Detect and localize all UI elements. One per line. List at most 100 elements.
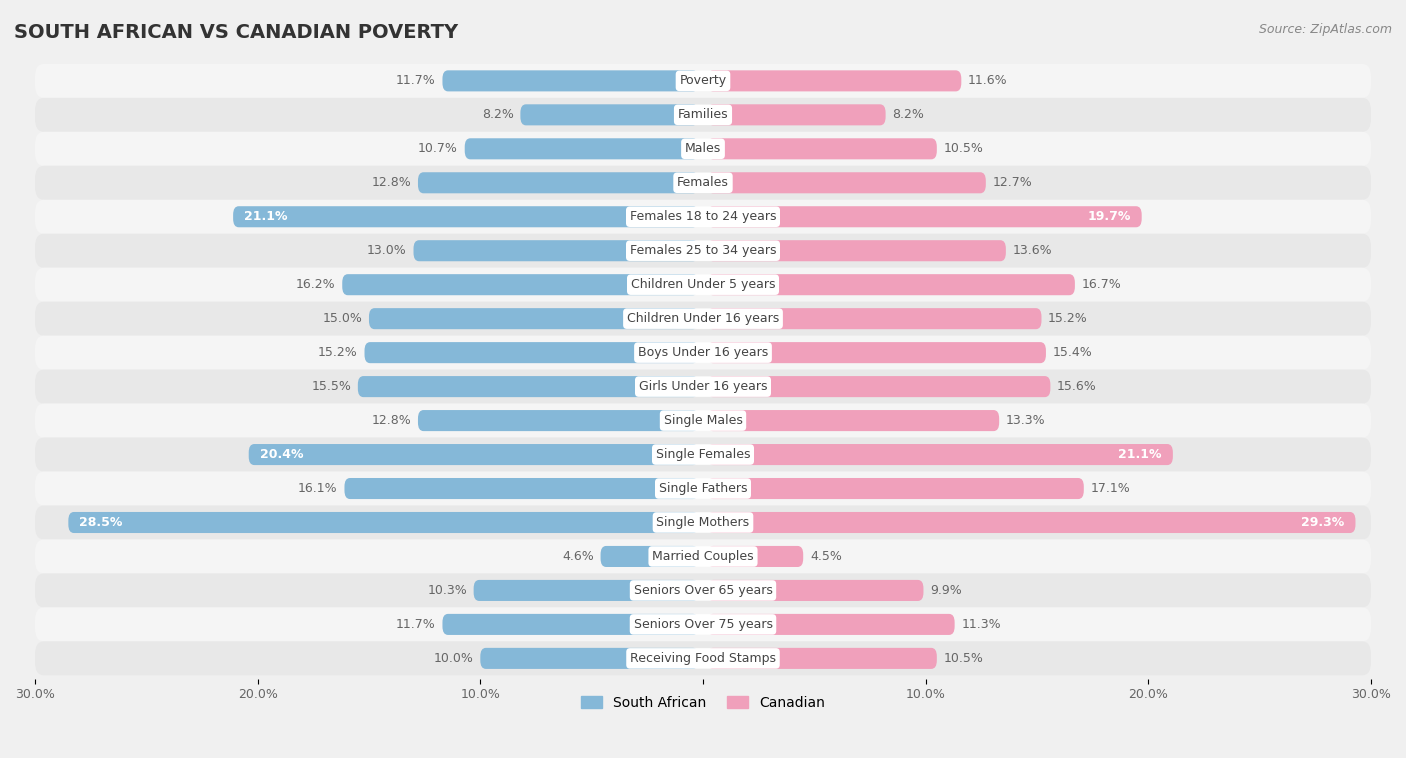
FancyBboxPatch shape <box>35 471 1371 506</box>
FancyBboxPatch shape <box>35 540 1371 574</box>
FancyBboxPatch shape <box>707 376 1050 397</box>
FancyBboxPatch shape <box>707 580 924 601</box>
FancyBboxPatch shape <box>707 105 886 125</box>
FancyBboxPatch shape <box>35 268 1371 302</box>
FancyBboxPatch shape <box>35 132 1371 166</box>
FancyBboxPatch shape <box>707 138 936 159</box>
FancyBboxPatch shape <box>707 478 1084 499</box>
Text: 21.1%: 21.1% <box>1118 448 1161 461</box>
FancyBboxPatch shape <box>359 376 699 397</box>
Text: 10.0%: 10.0% <box>434 652 474 665</box>
FancyBboxPatch shape <box>35 64 1371 98</box>
Text: 12.8%: 12.8% <box>371 414 412 427</box>
Text: Females: Females <box>678 177 728 190</box>
Text: 13.6%: 13.6% <box>1012 244 1052 257</box>
FancyBboxPatch shape <box>443 614 699 635</box>
Text: Single Males: Single Males <box>664 414 742 427</box>
FancyBboxPatch shape <box>707 410 1000 431</box>
Text: SOUTH AFRICAN VS CANADIAN POVERTY: SOUTH AFRICAN VS CANADIAN POVERTY <box>14 23 458 42</box>
Text: Boys Under 16 years: Boys Under 16 years <box>638 346 768 359</box>
Text: Single Fathers: Single Fathers <box>659 482 747 495</box>
Text: 16.1%: 16.1% <box>298 482 337 495</box>
Text: 11.7%: 11.7% <box>396 74 436 87</box>
FancyBboxPatch shape <box>368 309 699 329</box>
Text: Males: Males <box>685 143 721 155</box>
Text: 10.5%: 10.5% <box>943 652 983 665</box>
FancyBboxPatch shape <box>418 410 699 431</box>
FancyBboxPatch shape <box>69 512 699 533</box>
FancyBboxPatch shape <box>481 648 699 669</box>
Text: 17.1%: 17.1% <box>1091 482 1130 495</box>
Text: 16.2%: 16.2% <box>295 278 336 291</box>
FancyBboxPatch shape <box>465 138 699 159</box>
FancyBboxPatch shape <box>344 478 699 499</box>
Text: 15.2%: 15.2% <box>318 346 359 359</box>
Text: Families: Families <box>678 108 728 121</box>
FancyBboxPatch shape <box>707 546 803 567</box>
FancyBboxPatch shape <box>35 166 1371 200</box>
FancyBboxPatch shape <box>35 302 1371 336</box>
Text: 8.2%: 8.2% <box>482 108 513 121</box>
Text: Receiving Food Stamps: Receiving Food Stamps <box>630 652 776 665</box>
Text: Seniors Over 65 years: Seniors Over 65 years <box>634 584 772 597</box>
Text: 12.8%: 12.8% <box>371 177 412 190</box>
FancyBboxPatch shape <box>707 309 1042 329</box>
FancyBboxPatch shape <box>35 437 1371 471</box>
FancyBboxPatch shape <box>707 512 1355 533</box>
FancyBboxPatch shape <box>364 342 699 363</box>
Text: 20.4%: 20.4% <box>260 448 304 461</box>
Text: Married Couples: Married Couples <box>652 550 754 563</box>
FancyBboxPatch shape <box>35 336 1371 370</box>
Text: 15.5%: 15.5% <box>311 380 352 393</box>
Text: Females 18 to 24 years: Females 18 to 24 years <box>630 210 776 224</box>
Text: 10.5%: 10.5% <box>943 143 983 155</box>
FancyBboxPatch shape <box>707 70 962 92</box>
Text: Children Under 5 years: Children Under 5 years <box>631 278 775 291</box>
Text: Single Females: Single Females <box>655 448 751 461</box>
Text: 11.7%: 11.7% <box>396 618 436 631</box>
Text: 21.1%: 21.1% <box>245 210 288 224</box>
FancyBboxPatch shape <box>342 274 699 295</box>
FancyBboxPatch shape <box>707 342 1046 363</box>
FancyBboxPatch shape <box>707 648 936 669</box>
Text: 13.0%: 13.0% <box>367 244 406 257</box>
FancyBboxPatch shape <box>707 274 1076 295</box>
FancyBboxPatch shape <box>474 580 699 601</box>
Text: 9.9%: 9.9% <box>931 584 962 597</box>
FancyBboxPatch shape <box>600 546 699 567</box>
FancyBboxPatch shape <box>707 172 986 193</box>
Text: 4.5%: 4.5% <box>810 550 842 563</box>
Text: 15.6%: 15.6% <box>1057 380 1097 393</box>
FancyBboxPatch shape <box>35 403 1371 437</box>
Text: 28.5%: 28.5% <box>80 516 122 529</box>
FancyBboxPatch shape <box>35 506 1371 540</box>
FancyBboxPatch shape <box>35 200 1371 233</box>
FancyBboxPatch shape <box>443 70 699 92</box>
Text: 19.7%: 19.7% <box>1087 210 1130 224</box>
FancyBboxPatch shape <box>707 614 955 635</box>
Text: 10.7%: 10.7% <box>418 143 458 155</box>
Text: 16.7%: 16.7% <box>1081 278 1122 291</box>
Text: 15.4%: 15.4% <box>1053 346 1092 359</box>
FancyBboxPatch shape <box>249 444 699 465</box>
FancyBboxPatch shape <box>707 206 1142 227</box>
FancyBboxPatch shape <box>35 98 1371 132</box>
FancyBboxPatch shape <box>35 574 1371 607</box>
Text: Seniors Over 75 years: Seniors Over 75 years <box>634 618 772 631</box>
FancyBboxPatch shape <box>35 641 1371 675</box>
FancyBboxPatch shape <box>35 370 1371 403</box>
Text: Source: ZipAtlas.com: Source: ZipAtlas.com <box>1258 23 1392 36</box>
Text: 11.6%: 11.6% <box>967 74 1008 87</box>
Text: 11.3%: 11.3% <box>962 618 1001 631</box>
Text: 15.2%: 15.2% <box>1047 312 1088 325</box>
Text: Females 25 to 34 years: Females 25 to 34 years <box>630 244 776 257</box>
FancyBboxPatch shape <box>35 607 1371 641</box>
Text: 8.2%: 8.2% <box>893 108 924 121</box>
Legend: South African, Canadian: South African, Canadian <box>575 690 831 715</box>
FancyBboxPatch shape <box>413 240 699 262</box>
Text: 12.7%: 12.7% <box>993 177 1032 190</box>
FancyBboxPatch shape <box>418 172 699 193</box>
FancyBboxPatch shape <box>233 206 699 227</box>
Text: Single Mothers: Single Mothers <box>657 516 749 529</box>
FancyBboxPatch shape <box>707 444 1173 465</box>
